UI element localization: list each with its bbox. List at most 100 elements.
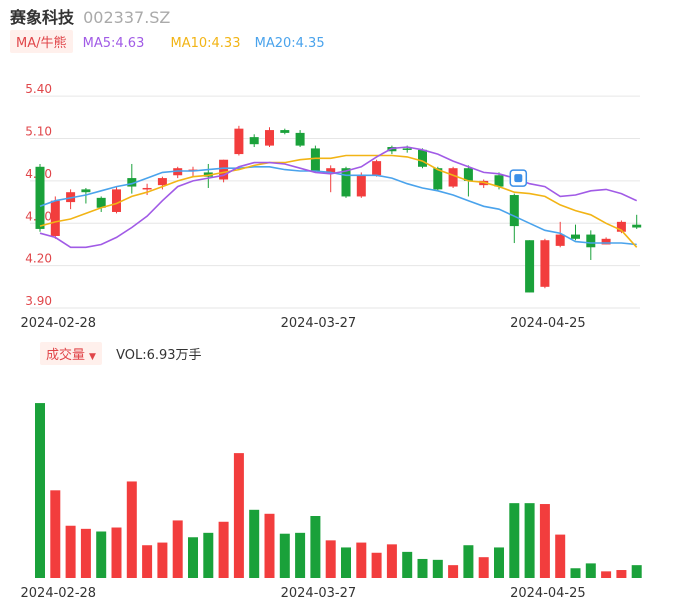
y-tick-label: 5.10 bbox=[25, 125, 52, 139]
candle-body bbox=[81, 189, 91, 193]
volume-indicator-selector[interactable]: 成交量 ▼ bbox=[40, 342, 102, 365]
candle-body bbox=[310, 148, 320, 172]
volume-bar bbox=[341, 547, 351, 578]
ma5-line bbox=[39, 146, 638, 249]
candle-body bbox=[157, 178, 167, 186]
volume-bar bbox=[233, 453, 244, 578]
volume-indicator-label: 成交量 bbox=[46, 348, 86, 363]
candle-body bbox=[341, 168, 351, 197]
x-tick-label: 2024-02-28 bbox=[21, 586, 97, 601]
candle-body bbox=[463, 168, 473, 181]
candle-body bbox=[433, 168, 443, 190]
volume-bar bbox=[478, 557, 489, 578]
candle-body bbox=[35, 166, 45, 229]
volume-bar bbox=[96, 531, 107, 578]
volume-bar bbox=[203, 532, 214, 578]
volume-bar bbox=[157, 542, 168, 578]
volume-bar bbox=[371, 552, 382, 578]
volume-bar bbox=[555, 534, 566, 578]
event-marker-dot bbox=[514, 174, 523, 183]
volume-chart[interactable]: 2024-02-28 2024-03-27 2024-04-25 bbox=[0, 370, 686, 606]
stock-code: 002337.SZ bbox=[83, 8, 171, 27]
volume-bar bbox=[65, 525, 76, 578]
candle-body bbox=[280, 130, 290, 133]
candle-body bbox=[295, 132, 305, 146]
volume-bar bbox=[264, 513, 275, 578]
volume-bar bbox=[402, 551, 413, 578]
ma10-line bbox=[39, 154, 638, 248]
stock-name: 赛象科技 bbox=[10, 8, 75, 27]
volume-bar bbox=[494, 547, 504, 578]
volume-bar bbox=[539, 504, 550, 578]
candle-body bbox=[356, 175, 366, 197]
volume-bar bbox=[126, 481, 137, 578]
volume-bar bbox=[295, 532, 306, 578]
volume-bar bbox=[218, 521, 229, 578]
candle-body bbox=[540, 240, 550, 287]
ma-indicator-selector[interactable]: MA/牛熊 bbox=[10, 30, 73, 53]
candle-body bbox=[616, 221, 626, 232]
ma5-value: MA5:4.63 bbox=[82, 36, 145, 51]
volume-bar bbox=[417, 558, 428, 578]
candle-body bbox=[494, 175, 504, 187]
volume-bar bbox=[616, 570, 627, 578]
candle-body bbox=[509, 195, 519, 227]
candle-body bbox=[601, 238, 611, 245]
candle-body bbox=[219, 159, 229, 180]
candle-body bbox=[249, 137, 259, 145]
volume-bar bbox=[80, 528, 91, 578]
ma10-value: MA10:4.33 bbox=[170, 36, 241, 51]
volume-bar bbox=[509, 503, 520, 578]
volume-bar bbox=[50, 490, 61, 578]
candle-body bbox=[265, 130, 274, 146]
candle-body bbox=[112, 189, 121, 212]
candle-body bbox=[586, 234, 596, 248]
volume-bar bbox=[463, 545, 474, 578]
ma-legend-row: MA/牛熊 MA5:4.63 MA10:4.33 MA20:4.35 bbox=[10, 30, 325, 54]
y-tick-label: 3.90 bbox=[25, 294, 52, 308]
candle-body bbox=[142, 187, 152, 190]
volume-bar bbox=[585, 563, 596, 578]
volume-legend-row: 成交量 ▼ VOL:6.93万手 bbox=[40, 342, 202, 365]
volume-bar bbox=[310, 516, 321, 578]
volume-bar bbox=[386, 544, 397, 578]
y-tick-label: 5.40 bbox=[25, 82, 52, 96]
candle-body bbox=[418, 149, 427, 167]
volume-bar bbox=[524, 503, 535, 578]
ma20-line bbox=[39, 166, 637, 246]
volume-bar bbox=[432, 559, 443, 578]
volume-bar bbox=[172, 520, 183, 578]
volume-bar bbox=[249, 509, 260, 578]
volume-bar bbox=[188, 537, 198, 578]
x-tick-label: 2024-04-25 bbox=[510, 316, 586, 331]
candle-body bbox=[50, 200, 60, 236]
dropdown-arrow-icon: ▼ bbox=[89, 352, 96, 362]
x-tick-label: 2024-02-28 bbox=[21, 316, 97, 331]
volume-bar bbox=[631, 565, 642, 578]
x-tick-label: 2024-03-27 bbox=[281, 316, 357, 331]
x-tick-label: 2024-03-27 bbox=[281, 586, 357, 601]
candle-body bbox=[234, 128, 244, 155]
candle-body bbox=[448, 168, 458, 187]
candle-body bbox=[127, 178, 137, 187]
x-tick-label: 2024-04-25 bbox=[510, 586, 586, 601]
volume-bar bbox=[142, 545, 153, 578]
volume-bar bbox=[601, 571, 612, 578]
volume-bar bbox=[35, 403, 45, 578]
candle-body bbox=[571, 234, 580, 239]
volume-bar bbox=[356, 542, 367, 578]
stock-header: 赛象科技 002337.SZ bbox=[10, 4, 170, 28]
candle-body bbox=[402, 148, 412, 150]
y-tick-label: 4.20 bbox=[25, 252, 52, 266]
candle-body bbox=[372, 161, 382, 176]
candle-body bbox=[632, 224, 642, 228]
volume-bar bbox=[448, 565, 459, 578]
candle-body bbox=[525, 240, 535, 293]
price-chart[interactable]: 5.405.104.804.504.203.902024-02-282024-0… bbox=[0, 60, 686, 335]
volume-bar bbox=[279, 533, 290, 578]
volume-value: VOL:6.93万手 bbox=[116, 348, 202, 363]
volume-bar bbox=[325, 540, 336, 578]
candle-body bbox=[96, 197, 106, 208]
ma20-value: MA20:4.35 bbox=[254, 36, 325, 51]
candle-body bbox=[555, 234, 565, 246]
